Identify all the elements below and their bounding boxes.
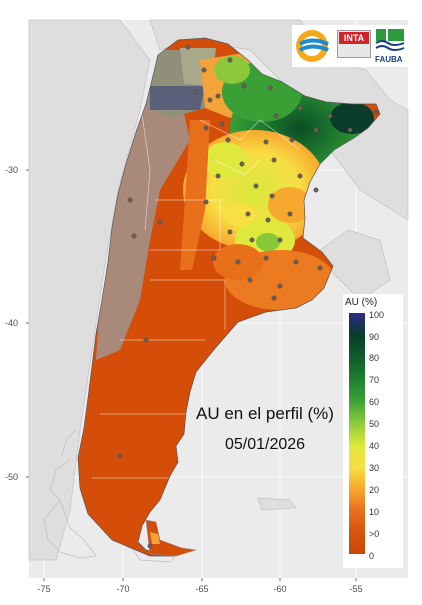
map-date: 05/01/2026 xyxy=(225,436,306,453)
legend-label: >0 xyxy=(369,529,380,539)
x-axis xyxy=(43,578,357,581)
x-tick-label: -75 xyxy=(37,584,50,594)
legend-label: 80 xyxy=(369,353,380,363)
legend-label: 10 xyxy=(369,507,380,517)
legend-label: 70 xyxy=(369,375,380,385)
argentina-outline xyxy=(77,37,381,557)
legend-label: 0 xyxy=(369,551,375,561)
y-tick-label: -40 xyxy=(5,318,18,328)
legend-label: 20 xyxy=(369,485,380,495)
x-tick-label: -55 xyxy=(349,584,362,594)
weather-stations xyxy=(117,44,379,549)
fauba-logo-text: FAUBA xyxy=(375,55,403,64)
inta-logo-text: INTA xyxy=(339,32,369,44)
legend-label: 40 xyxy=(369,441,380,451)
legend: AU (%) 100 90 80 70 60 50 xyxy=(343,294,403,568)
legend-label: 50 xyxy=(369,419,380,429)
logo-strip: INTA FAUBA xyxy=(292,25,408,67)
x-tick-label: -60 xyxy=(273,584,286,594)
legend-label: 90 xyxy=(369,332,380,342)
chile-islands xyxy=(43,429,177,563)
x-tick-label: -70 xyxy=(116,584,129,594)
x-tick-label: -65 xyxy=(195,584,208,594)
y-axis xyxy=(26,169,29,478)
legend-label: 60 xyxy=(369,397,380,407)
legend-title: AU (%) xyxy=(345,297,378,308)
y-tick-label: -30 xyxy=(5,165,18,175)
legend-color-bar xyxy=(349,313,365,554)
inta-circular-logo xyxy=(296,30,329,62)
legend-label: 100 xyxy=(369,310,385,320)
legend-labels: 100 90 80 70 60 50 40 30 20 10 >0 0 xyxy=(369,294,403,568)
y-tick-label: -50 xyxy=(5,472,18,482)
tierra-del-fuego xyxy=(145,519,197,557)
map-title: AU en el perfil (%) xyxy=(196,404,334,423)
legend-label: 30 xyxy=(369,463,380,473)
fauba-logo xyxy=(375,29,405,51)
